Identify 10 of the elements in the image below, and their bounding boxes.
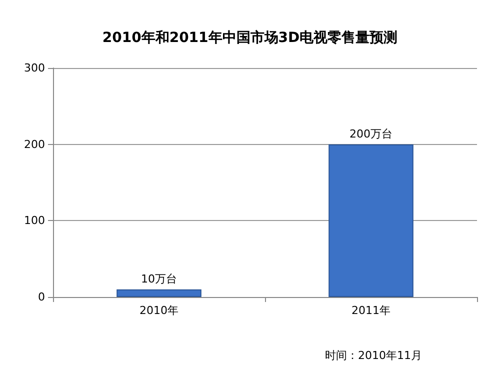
x-tick-label: 2011年: [352, 304, 390, 317]
y-tick-label: 200: [24, 138, 45, 151]
y-tick-label: 100: [24, 214, 45, 228]
data-label: 200万台: [350, 127, 392, 140]
y-tick-label: 0: [38, 290, 45, 304]
text: 时间：2010年11月: [325, 349, 422, 362]
chart-title: 2010年和2011年中国市场3D电视零售量预测: [102, 29, 398, 46]
y-tick-label: 300: [24, 62, 45, 74]
data-label: 10万台: [141, 272, 177, 286]
x-tick-label: 2010年: [140, 304, 178, 317]
